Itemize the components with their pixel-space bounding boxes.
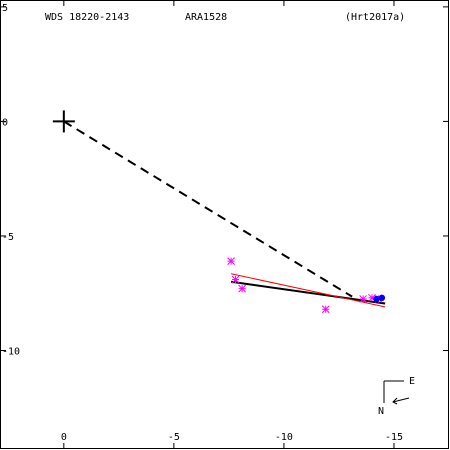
observation-asterisk-stroke: [227, 257, 235, 266]
observation-asterisk-stroke: [368, 293, 376, 302]
observation-point: [321, 305, 330, 314]
y-tick-label: 5: [2, 3, 8, 14]
y-tick-label: -5: [2, 232, 14, 243]
x-tick-label: -5: [168, 432, 180, 443]
fit-line: [230, 273, 386, 308]
orbit-line: [230, 280, 386, 305]
orbit-lines: [63, 120, 386, 308]
observation-point: [227, 257, 235, 266]
x-tick-label: -10: [275, 432, 293, 443]
observation-point: [231, 275, 240, 284]
compass-rose: E N: [378, 376, 415, 417]
early-observation-point: [378, 294, 386, 302]
y-tick-label: 0: [2, 117, 8, 128]
observation-point: [359, 295, 368, 303]
observation-point: [238, 284, 246, 293]
wds-identifier: WDS 18220-2143: [45, 12, 129, 23]
discoverer-code: ARA1528: [185, 12, 227, 23]
compass-north-label: N: [378, 406, 384, 417]
observation-points: [52, 110, 386, 314]
x-tick-label: -15: [385, 432, 403, 443]
node-line: [63, 120, 353, 298]
x-tick-label: 0: [61, 432, 67, 443]
observation-asterisk-stroke: [238, 284, 246, 293]
motion-arrow-shaft: [392, 397, 410, 403]
y-tick-label: -10: [2, 346, 20, 357]
motion-arrow-head: [392, 397, 398, 405]
observation-asterisk-stroke: [231, 275, 240, 284]
early-observation-point: [373, 295, 380, 303]
observation-asterisk-stroke: [359, 295, 368, 303]
reference-code: (Hrt2017a): [345, 12, 405, 23]
compass-east-label: E: [409, 376, 415, 387]
observation-asterisk-stroke: [321, 305, 330, 314]
axis-tick-labels: -15 -10 -5 0 5 0 -5 -10: [2, 3, 403, 443]
